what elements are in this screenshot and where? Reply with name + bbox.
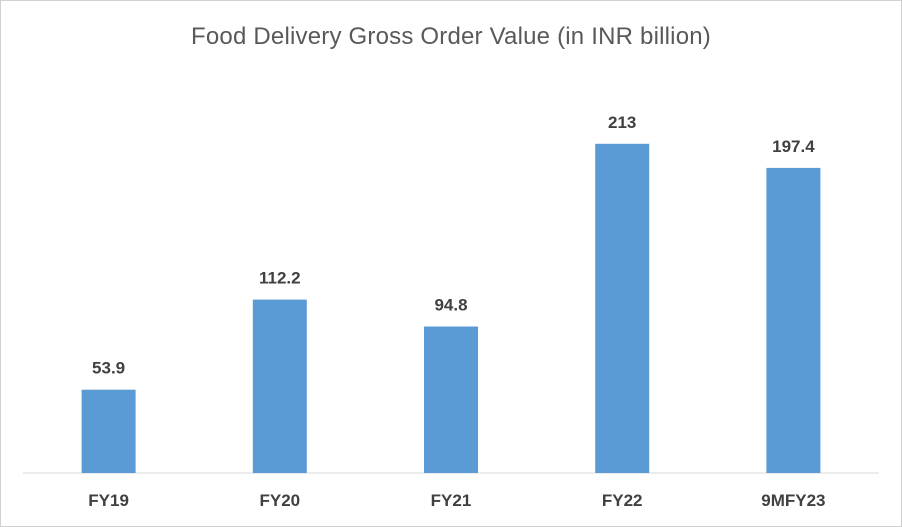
bar-9mfy23 [766,167,821,473]
chart-title: Food Delivery Gross Order Value (in INR … [191,23,711,50]
bar-fy20 [252,299,307,473]
bar-fy19 [81,389,136,473]
tick-labels-group: FY19 FY20 FY21 FY22 9MFY23 [88,491,825,510]
data-label-fy22: 213 [608,113,636,132]
x-tick-label-9mfy23: 9MFY23 [761,491,825,510]
data-label-fy20: 112.2 [259,269,301,288]
x-tick-label-fy21: FY21 [431,491,472,510]
bar-fy22 [595,143,650,474]
data-label-fy19: 53.9 [92,359,125,378]
x-tick-label-fy19: FY19 [88,491,129,510]
data-label-fy21: 94.8 [434,296,467,315]
x-tick-label-fy20: FY20 [259,491,300,510]
value-labels-group: 53.9 112.2 94.8 213 197.4 [92,113,815,378]
x-tick-label-fy22: FY22 [602,491,643,510]
data-label-9mfy23: 197.4 [772,137,815,156]
bars-group [81,143,821,474]
bar-fy21 [424,326,478,473]
